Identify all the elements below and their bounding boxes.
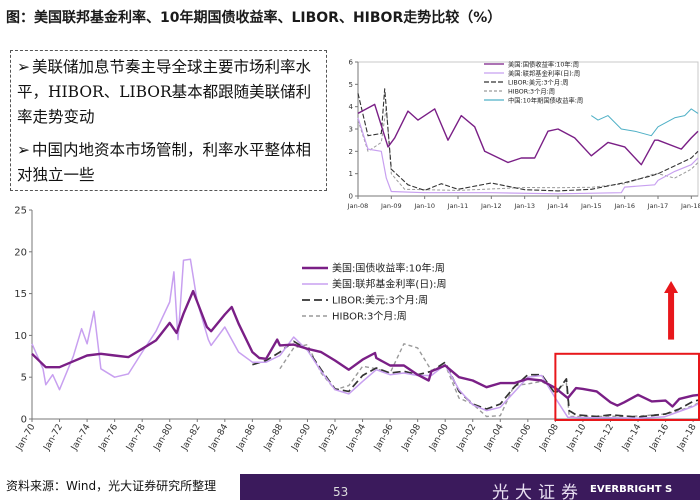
series-line-libor xyxy=(252,340,700,418)
y-tick-label: 4 xyxy=(349,103,354,111)
x-tick-label: Jan-76 xyxy=(97,422,121,453)
y-tick-label: 10 xyxy=(14,331,27,342)
x-tick-label: Jan-72 xyxy=(42,423,65,454)
bullet-text: 美联储加息节奏主导全球主要市场利率水平，HIBOR、LIBOR基本都跟随美联储利… xyxy=(17,58,312,126)
bullet-arrow-icon: ➢ xyxy=(17,58,30,76)
y-tick-label: 2 xyxy=(349,148,353,156)
x-tick-label: Jan-80 xyxy=(152,422,176,453)
series-line-libor xyxy=(357,88,699,192)
x-tick-label: Jan-14 xyxy=(620,422,644,453)
y-tick-label: 1 xyxy=(349,170,353,178)
x-tick-label: Jan-18 xyxy=(680,202,700,210)
y-tick-label: 6 xyxy=(349,58,354,66)
up-arrow-icon xyxy=(664,281,679,294)
x-tick-label: Jan-09 xyxy=(380,202,402,210)
y-tick-label: 15 xyxy=(14,289,27,300)
y-tick-label: 5 xyxy=(21,373,27,384)
x-tick-label: Jan-18 xyxy=(675,422,699,453)
x-tick-label: Jan-96 xyxy=(372,422,396,453)
legend-label: 美国:联邦基金利率(日):周 xyxy=(508,68,580,77)
page-title: 图：美国联邦基金利率、10年期国债收益率、LIBOR、HIBOR走势比较（%） xyxy=(6,10,502,26)
x-tick-label: Jan-16 xyxy=(613,202,635,210)
legend-label: HIBOR:3个月:周 xyxy=(332,311,407,323)
series-line-hibor xyxy=(357,106,699,191)
main-rate-chart: 0 5 10 15 20 25 Jan-70 Jan-72 Jan-74 Jan-76 Jan-78… xyxy=(14,206,700,454)
highlight-box xyxy=(554,352,700,422)
bullet-2: ➢ 中国内地资本市场管制，利率水平整体相对独立一些 xyxy=(17,138,320,188)
footer-source-background xyxy=(0,474,240,500)
x-tick-label: Jan-00 xyxy=(427,422,451,453)
x-tick-label: Jan-86 xyxy=(235,422,259,453)
x-tick-label: Jan-74 xyxy=(69,422,93,453)
y-tick-label: 0 xyxy=(21,415,27,426)
x-tick-label: Jan-12 xyxy=(480,202,502,210)
y-tick-label: 5 xyxy=(349,81,353,89)
y-tick-label: 3 xyxy=(349,125,353,133)
x-tick-label: Jan-11 xyxy=(447,202,469,210)
x-tick-label: Jan-17 xyxy=(647,202,669,210)
legend-label: LIBOR:美元:3个月:周 xyxy=(508,77,569,86)
legend-label: 美国:国债收益率:10年:周 xyxy=(332,262,445,275)
series-line-fedfunds xyxy=(31,258,700,419)
x-tick-label: Jan-92 xyxy=(317,423,340,454)
source-note: 资料来源：Wind，光大证券研究所整理 xyxy=(6,479,217,493)
legend-label: 美国:国债收益率:10年:周 xyxy=(508,59,579,68)
legend-label: HIBOR:3个月:周 xyxy=(508,87,555,95)
brand-logo-cn: 光大证券 xyxy=(492,483,584,503)
y-tick-label: 0 xyxy=(349,192,353,200)
series-line-treasury xyxy=(31,289,700,408)
x-tick-label: Jan-15 xyxy=(580,202,602,210)
x-tick-label: Jan-84 xyxy=(207,422,231,453)
y-tick-label: 25 xyxy=(14,206,27,217)
x-tick-label: Jan-08 xyxy=(347,202,369,210)
bullet-1: ➢ 美联储加息节奏主导全球主要市场利率水平，HIBOR、LIBOR基本都跟随美联储… xyxy=(17,55,320,130)
x-tick-label: Jan-78 xyxy=(124,422,148,453)
series-line-treasury xyxy=(357,103,699,166)
x-tick-label: Jan-90 xyxy=(290,422,314,453)
bullet-text: 中国内地资本市场管制，利率水平整体相对独立一些 xyxy=(17,141,312,184)
x-tick-label: Jan-16 xyxy=(648,422,672,453)
inset-rate-chart: 0 1 2 3 4 5 6 Jan-08 Jan-09 Jan-10 Jan-11 Jan-12 Jan… xyxy=(334,56,700,216)
x-tick-label: Jan-10 xyxy=(413,202,435,210)
series-line-fedfunds xyxy=(357,117,699,195)
x-tick-label: Jan-04 xyxy=(482,422,506,453)
page-number: 53 xyxy=(333,485,349,499)
x-tick-label: Jan-94 xyxy=(345,422,369,453)
x-tick-label: Jan-13 xyxy=(513,202,535,210)
legend-label: 中国:10年期国债收益率:周 xyxy=(508,95,583,104)
commentary-box: ➢ 美联储加息节奏主导全球主要市场利率水平，HIBOR、LIBOR基本都跟随美联储… xyxy=(10,50,327,191)
series-line-china xyxy=(591,108,699,137)
bullet-arrow-icon: ➢ xyxy=(17,141,30,159)
x-tick-label: Jan-02 xyxy=(455,423,478,454)
x-tick-label: Jan-70 xyxy=(14,422,38,453)
x-tick-label: Jan-06 xyxy=(510,422,534,453)
x-tick-label: Jan-14 xyxy=(547,202,569,210)
legend-label: LIBOR:美元:3个月:周 xyxy=(332,294,428,307)
x-tick-label: Jan-12 xyxy=(593,423,616,454)
highlight-arrow-shaft xyxy=(668,291,675,340)
x-tick-label: Jan-10 xyxy=(565,422,589,453)
legend-label: 美国:联邦基金利率(日):周 xyxy=(332,278,447,291)
brand-logo-en: EVERBRIGHT S xyxy=(590,484,673,495)
x-tick-label: Jan-82 xyxy=(179,423,202,454)
x-tick-label: Jan-98 xyxy=(400,422,424,453)
x-tick-label: Jan-88 xyxy=(262,422,286,453)
x-tick-label: Jan-08 xyxy=(538,422,562,453)
y-tick-label: 20 xyxy=(14,247,27,258)
